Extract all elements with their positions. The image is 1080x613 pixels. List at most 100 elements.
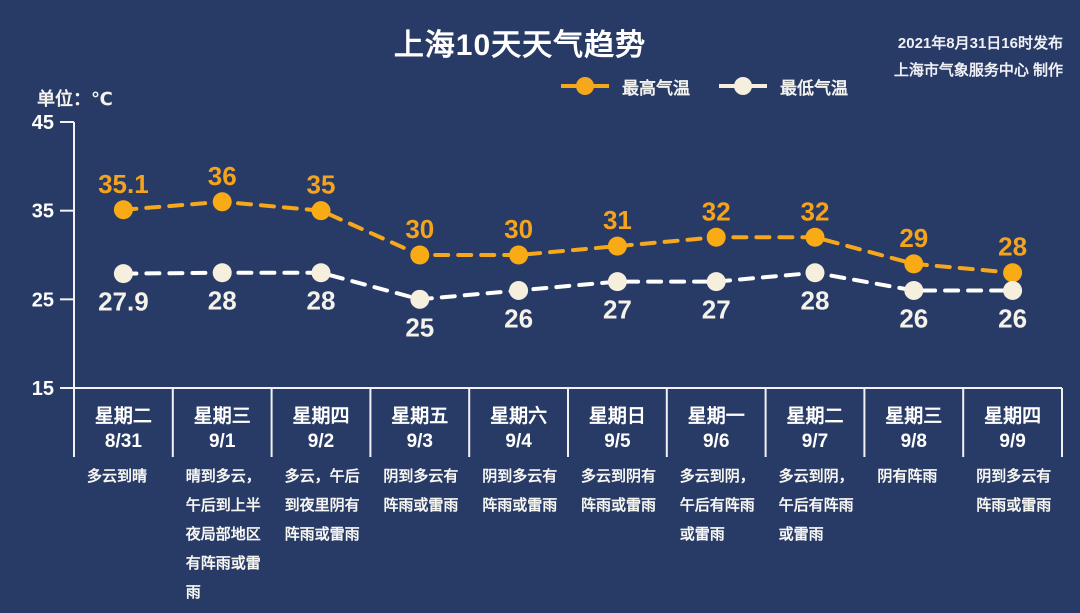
date-label: 9/7: [801, 431, 829, 452]
day-column: 星期二 9/7 多云到阴，午后有阵雨或雷雨: [766, 388, 865, 613]
publish-info: 2021年8月31日16时发布 上海市气象服务中心 制作: [894, 30, 1063, 84]
value-label: 30: [405, 214, 434, 244]
legend-min-label: 最低气温: [780, 78, 848, 98]
date-label: 9/1: [208, 431, 236, 452]
legend-item-min-temp: 最低气温: [718, 74, 848, 99]
date-label: 9/3: [406, 431, 433, 452]
y-tick-label: 45: [32, 112, 54, 134]
weather-description: 阴到多云有阵雨或雷雨: [383, 468, 459, 514]
weekday-label: 星期五: [391, 406, 449, 427]
value-label: 28: [307, 286, 336, 316]
max-temp-line-icon: [561, 77, 609, 95]
data-point-marker: [113, 200, 133, 220]
data-point-marker: [509, 245, 529, 265]
publish-time-label: 2021年8月31日16时发布: [897, 35, 1063, 52]
weather-description: 阴有阵雨: [877, 468, 938, 485]
date-label: 9/9: [999, 431, 1026, 452]
page-title: 上海10天天气趋势: [393, 29, 647, 62]
y-tick-label: 15: [32, 378, 54, 400]
publisher-label: 上海市气象服务中心 制作: [893, 62, 1063, 79]
value-label: 27: [603, 295, 632, 325]
day-column: 星期一 9/6 多云到阴，午后有阵雨或雷雨: [667, 388, 766, 613]
date-label: 9/4: [505, 431, 532, 452]
data-point-marker: [607, 236, 627, 256]
data-point-marker: [607, 272, 627, 292]
day-column: 星期四 9/9 阴到多云有阵雨或雷雨: [963, 388, 1062, 613]
weekday-label: 星期一: [687, 406, 745, 427]
value-label: 26: [504, 303, 533, 333]
value-label: 31: [603, 205, 632, 235]
data-point-marker: [509, 280, 529, 300]
data-point-marker: [805, 227, 825, 247]
value-label: 26: [998, 303, 1027, 333]
value-label: 35.1: [98, 169, 149, 199]
date-label: 9/5: [604, 431, 631, 452]
weather-description: 晴到多云，午后到上半夜局部地区有阵雨或雷雨: [185, 468, 261, 601]
weekday-label: 星期六: [490, 406, 548, 427]
value-label: 27: [702, 295, 731, 325]
data-point-marker: [311, 201, 331, 221]
weekday-label: 星期三: [193, 406, 251, 427]
data-point-marker: [904, 280, 924, 300]
value-label: 36: [208, 161, 237, 191]
weekday-label: 星期四: [984, 406, 1042, 427]
data-point-marker: [805, 263, 825, 283]
data-point-marker: [904, 254, 924, 274]
value-label: 28: [998, 232, 1027, 262]
value-label: 28: [208, 286, 237, 316]
weather-description: 多云到阴有阵雨或雷雨: [581, 468, 657, 514]
data-point-marker: [706, 227, 726, 247]
date-label: 9/6: [702, 431, 730, 452]
value-label: 32: [702, 196, 731, 226]
y-tick-label: 25: [32, 289, 54, 311]
min-temp-line-icon: [719, 77, 767, 95]
data-point-marker: [706, 272, 726, 292]
temp-line-最高气温: [121, 199, 1015, 275]
temp-line-最低气温: [121, 270, 1015, 302]
weekday-label: 星期日: [588, 406, 646, 427]
day-column: 星期五 9/3 阴到多云有阵雨或雷雨: [370, 388, 469, 613]
data-point-marker: [1003, 263, 1023, 283]
legend-max-label: 最高气温: [622, 78, 690, 98]
weather-description: 多云，午后到夜里阴有阵雨或雷雨: [284, 468, 360, 543]
value-label: 29: [899, 223, 928, 253]
data-point-marker: [1003, 280, 1023, 300]
weather-description: 阴到多云有阵雨或雷雨: [482, 468, 558, 514]
data-point-marker: [410, 289, 430, 309]
value-label: 28: [801, 286, 830, 316]
data-point-marker: [410, 245, 430, 265]
data-point-marker: [212, 263, 232, 283]
weather-description: 多云到阴，午后有阵雨或雷雨: [679, 468, 755, 543]
weekday-label: 星期二: [94, 406, 152, 427]
day-column: 星期二 8/31 多云到晴: [74, 388, 173, 613]
value-label: 26: [899, 303, 928, 333]
value-label: 30: [504, 214, 533, 244]
data-point-marker: [311, 263, 331, 283]
data-point-marker: [212, 192, 232, 212]
day-column: 星期三 9/8 阴有阵雨: [864, 388, 963, 613]
day-column: 星期日 9/5 多云到阴有阵雨或雷雨: [568, 388, 667, 613]
unit-label: 单位：℃: [37, 89, 113, 109]
weather-description: 多云到阴，午后有阵雨或雷雨: [778, 468, 854, 543]
weekday-label: 星期四: [292, 406, 350, 427]
date-label: 8/31: [104, 431, 142, 452]
day-column: 星期四 9/2 多云，午后到夜里阴有阵雨或雷雨: [272, 388, 371, 613]
date-label: 9/8: [900, 431, 927, 452]
chart-legend: 最高气温 最低气温: [560, 72, 848, 100]
weekday-label: 星期三: [885, 406, 943, 427]
data-point-marker: [113, 264, 133, 284]
weather-description: 多云到晴: [87, 468, 148, 485]
day-column: 星期三 9/1 晴到多云，午后到上半夜局部地区有阵雨或雷雨: [173, 388, 272, 613]
value-label: 25: [405, 312, 434, 342]
value-label: 32: [801, 196, 830, 226]
day-column: 星期六 9/4 阴到多云有阵雨或雷雨: [469, 388, 568, 613]
weekday-label: 星期二: [786, 406, 844, 427]
date-label: 9/2: [307, 431, 335, 452]
value-label: 27.9: [98, 287, 149, 317]
value-label: 35: [307, 170, 336, 200]
legend-item-max-temp: 最高气温: [560, 74, 690, 99]
y-tick-label: 35: [32, 201, 54, 223]
weather-description: 阴到多云有阵雨或雷雨: [976, 468, 1052, 514]
